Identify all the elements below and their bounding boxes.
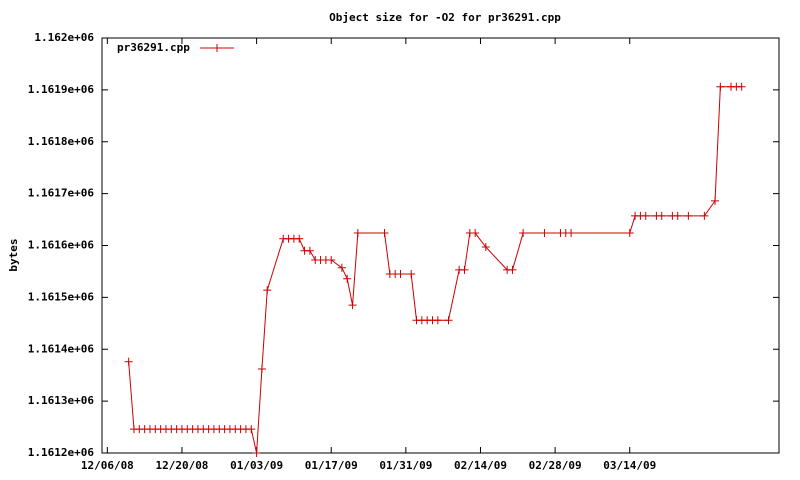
x-tick-label: 02/28/09	[529, 459, 582, 472]
point-marker	[433, 316, 442, 325]
point-marker	[343, 274, 352, 283]
point-marker	[716, 82, 725, 91]
point-marker	[353, 229, 362, 238]
series-line	[128, 86, 742, 454]
point-marker	[711, 196, 720, 205]
point-marker	[540, 229, 549, 238]
point-marker	[625, 229, 634, 238]
plot-frame	[101, 37, 780, 454]
x-tick-label: 12/06/08	[81, 459, 134, 472]
point-marker	[327, 256, 336, 265]
y-tick-label: 1.1617e+06	[28, 187, 95, 200]
x-tick-label: 01/31/09	[379, 459, 432, 472]
point-marker	[124, 357, 133, 366]
point-marker	[673, 211, 682, 220]
point-marker	[737, 82, 746, 91]
point-marker	[305, 246, 314, 255]
point-marker	[567, 229, 576, 238]
point-marker	[471, 229, 480, 238]
y-tick-label: 1.1619e+06	[28, 83, 95, 96]
point-marker	[295, 234, 304, 243]
y-tick-label: 1.1615e+06	[28, 290, 95, 303]
chart-title: Object size for -O2 for pr36291.cpp	[329, 11, 561, 24]
point-marker	[700, 211, 709, 220]
point-marker	[252, 449, 261, 457]
point-marker	[519, 229, 528, 238]
x-tick-label: 02/14/09	[454, 459, 507, 472]
point-marker	[348, 301, 357, 310]
point-marker	[396, 270, 405, 279]
point-marker	[508, 265, 517, 274]
point-marker	[380, 229, 389, 238]
y-tick-label: 1.1618e+06	[28, 135, 95, 148]
x-tick-label: 12/20/08	[155, 459, 208, 472]
x-tick-label: 01/03/09	[230, 459, 283, 472]
point-marker	[247, 425, 256, 434]
point-marker	[337, 263, 346, 272]
x-tick-label: 01/17/09	[305, 459, 358, 472]
point-marker	[257, 364, 266, 373]
point-marker	[657, 211, 666, 220]
point-marker	[481, 243, 490, 252]
point-marker	[407, 270, 416, 279]
point-marker	[684, 211, 693, 220]
y-tick-label: 1.1616e+06	[28, 239, 95, 252]
y-tick-label: 1.1613e+06	[28, 394, 95, 407]
point-marker	[444, 316, 453, 325]
legend-marker	[213, 44, 221, 52]
y-tick-label: 1.1612e+06	[28, 446, 95, 459]
y-axis-label: bytes	[7, 238, 20, 271]
point-marker	[460, 265, 469, 274]
x-tick-label: 03/14/09	[603, 459, 656, 472]
y-tick-label: 1.1614e+06	[28, 342, 95, 355]
point-marker	[641, 211, 650, 220]
point-marker	[263, 286, 272, 295]
y-tick-label: 1.162e+06	[34, 31, 94, 44]
legend-label: pr36291.cpp	[117, 41, 190, 54]
